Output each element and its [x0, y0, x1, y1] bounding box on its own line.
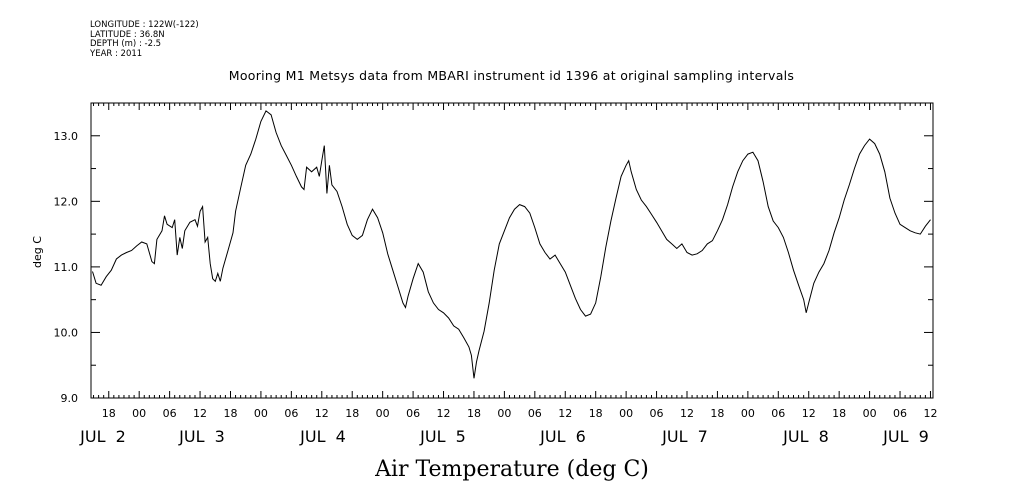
chart-title: Mooring M1 Metsys data from MBARI instru… — [228, 68, 795, 83]
x-date-label: JUL 7 — [661, 427, 708, 446]
x-tick-label: 12 — [802, 407, 816, 420]
axes-group: 18 00 06 12 18 00 06 12 18 00 06 12 18 00 06 12 18 00 06 12… — [54, 102, 937, 446]
x-tick-label: 18 — [589, 407, 603, 420]
y-tick-label: 13.0 — [54, 130, 79, 143]
x-tick-label: 18 — [345, 407, 359, 420]
x-tick-label: 12 — [315, 407, 329, 420]
x-tick-label: 12 — [680, 407, 694, 420]
x-date-label: JUL 3 — [178, 427, 225, 446]
plot-frame — [90, 102, 934, 399]
y-tick-label: 11.0 — [54, 261, 79, 274]
x-date-label: JUL 5 — [419, 427, 466, 446]
x-tick-label: 06 — [893, 407, 907, 420]
x-tick-label: 06 — [650, 407, 664, 420]
x-date-label: JUL 8 — [782, 427, 829, 446]
x-tick-label: 06 — [163, 407, 177, 420]
metadata-block: LONGITUDE : 122W(-122) LATITUDE : 36.8N … — [90, 20, 199, 59]
x-tick-label: 00 — [132, 407, 146, 420]
x-date-label: JUL 9 — [882, 427, 929, 446]
x-tick-label: 18 — [832, 407, 846, 420]
year-label: YEAR : 2011 — [90, 48, 143, 59]
x-tick-label: 06 — [406, 407, 420, 420]
y-tick-label: 12.0 — [54, 195, 79, 208]
longitude-label: LONGITUDE : 122W(-122) — [90, 20, 199, 30]
x-tick-label: 18 — [102, 407, 116, 420]
latitude-label: LATITUDE : 36.8N — [90, 29, 165, 40]
y-axis-label: deg C — [31, 236, 44, 268]
x-tick-label: 12 — [923, 407, 937, 420]
x-tick-label: 06 — [771, 407, 785, 420]
x-tick-label: 00 — [376, 407, 390, 420]
y-tick-label: 9.0 — [61, 392, 79, 405]
x-tick-label: 00 — [863, 407, 877, 420]
x-date-label: JUL 6 — [539, 427, 586, 446]
x-tick-label: 18 — [710, 407, 724, 420]
depth-label: DEPTH (m) : -2.5 — [90, 39, 162, 50]
y-tick-label: 10.0 — [54, 326, 79, 339]
x-tick-label: 12 — [193, 407, 207, 420]
x-tick-label: 18 — [223, 407, 237, 420]
x-tick-label: 00 — [741, 407, 755, 420]
x-date-label: JUL 2 — [79, 427, 126, 446]
x-tick-label: 06 — [284, 407, 298, 420]
x-axis-label: Air Temperature (deg C) — [374, 457, 649, 482]
x-tick-label: 18 — [467, 407, 481, 420]
x-tick-label: 12 — [558, 407, 572, 420]
x-tick-label: 00 — [254, 407, 268, 420]
x-tick-label: 06 — [528, 407, 542, 420]
x-tick-label: 00 — [619, 407, 633, 420]
air-temperature-line — [92, 110, 931, 379]
x-tick-label: 00 — [497, 407, 511, 420]
x-tick-label: 12 — [437, 407, 451, 420]
x-date-label: JUL 4 — [299, 427, 346, 446]
